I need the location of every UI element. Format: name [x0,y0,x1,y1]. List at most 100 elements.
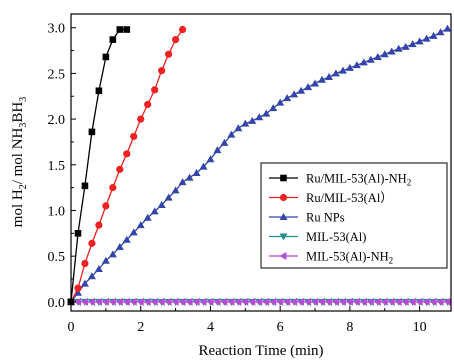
data-point [213,146,222,154]
data-point [318,297,326,306]
data-point [94,264,103,272]
data-point [80,297,88,306]
y-tick-label: 3.0 [48,22,66,37]
data-point [87,297,95,306]
legend-label-sub: 2 [389,256,394,266]
data-point [338,297,346,306]
legend-label: Ru NPs [306,211,345,225]
legend-item: MIL-53(Al)-NH2 [269,250,393,266]
data-point [115,297,123,306]
data-point [94,297,102,306]
legend-box [260,162,448,269]
data-point [185,173,194,181]
data-point [73,288,82,296]
legend-label: Ru/MIL-53(Al） [306,191,393,205]
data-point [88,128,96,136]
data-point [283,297,291,306]
data-point [129,297,137,306]
data-point [109,36,117,43]
data-point [122,297,130,306]
data-point [185,297,193,306]
data-point [415,37,424,45]
y-tick-label: 2.0 [48,113,66,128]
series-1 [67,26,131,306]
series-3 [67,24,452,305]
data-point [380,50,389,58]
data-point [220,297,228,306]
data-point [144,100,152,109]
data-point [415,297,423,306]
data-point [276,98,285,106]
data-point [248,116,257,124]
data-point [331,69,340,77]
y-axis-label-sub: 3 [18,97,29,102]
data-point [102,202,110,210]
data-point [136,297,144,306]
data-point [213,297,221,306]
legend-label-sub: 2 [407,178,412,188]
legend-label-text: Ru/MIL-53(Al)-NH [306,172,407,186]
data-point [366,297,374,306]
legend-label-text: MIL-53(Al) [306,230,366,244]
legend-marker [279,252,287,260]
data-point [248,297,256,306]
legend-marker [279,193,288,202]
data-point [130,132,138,141]
data-point [143,297,151,306]
plot-frame [70,13,452,312]
legend-label-text: MIL-53(Al)-NH [306,250,389,264]
data-point [290,297,298,306]
data-point [269,104,278,112]
legend-label: MIL-53(Al)-NH2 [306,250,393,266]
data-point [443,297,451,306]
x-tick-label: 0 [68,320,75,335]
data-point [443,24,452,32]
data-point [165,50,173,58]
data-point [422,297,430,306]
data-point [262,109,271,117]
data-point [297,297,305,306]
data-point [241,297,249,306]
data-point [206,297,214,306]
data-point [436,28,445,36]
data-point [73,297,81,306]
data-point [290,90,299,98]
data-point [109,184,117,192]
data-point [123,150,131,158]
legend-marker [279,213,288,220]
data-point [108,297,116,306]
data-point [178,25,187,34]
data-point [74,284,82,292]
data-point [324,297,332,306]
data-point [352,297,360,306]
data-point [394,297,402,306]
data-point [137,115,145,123]
legend-item: Ru NPs [269,211,345,225]
data-point [429,297,437,306]
data-point [345,63,354,71]
data-point [95,221,103,229]
data-point [311,297,319,306]
data-point [171,35,180,44]
data-point [352,61,361,69]
data-point [304,83,313,91]
data-point [157,297,165,306]
legend-label: MIL-53(Al) [306,230,366,244]
data-point [129,228,138,236]
data-point [304,297,312,306]
x-tick-label: 4 [207,320,214,335]
data-point [359,297,367,306]
data-point [150,297,158,306]
data-point [178,297,186,306]
data-point [88,239,96,247]
data-point [164,297,172,306]
legend-item: Ru/MIL-53(Al） [269,191,393,205]
data-point [122,235,131,243]
data-point [158,67,166,75]
data-point [220,138,229,146]
data-point [366,55,375,63]
data-point [116,165,124,173]
data-point [422,34,431,42]
data-point [115,243,124,251]
